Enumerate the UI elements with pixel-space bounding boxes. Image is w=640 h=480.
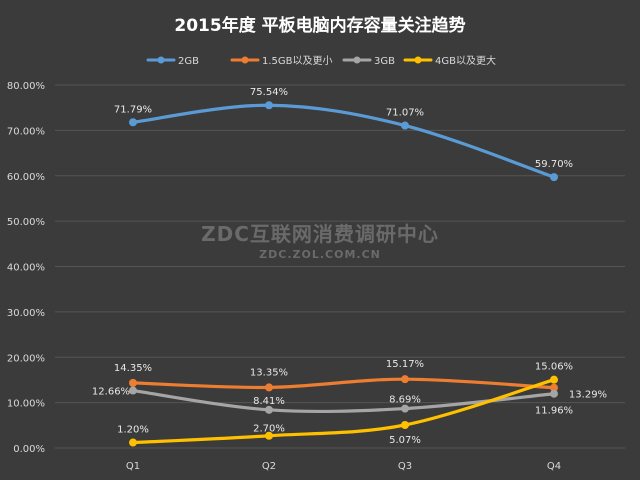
data-point xyxy=(265,383,273,392)
data-label: 59.70% xyxy=(535,159,573,170)
y-tick-label: 30.00% xyxy=(7,308,45,319)
data-point xyxy=(550,173,558,182)
legend-label: 4GB以及更大 xyxy=(435,54,496,67)
x-tick-label: Q4 xyxy=(547,461,561,472)
y-tick-label: 80.00% xyxy=(7,81,45,92)
data-label: 15.17% xyxy=(386,359,424,370)
data-label: 15.06% xyxy=(535,362,573,373)
data-point xyxy=(129,118,137,127)
data-point xyxy=(401,121,409,130)
watermark-title: ZDC互联网消费调研中心 xyxy=(201,222,439,246)
legend-marker xyxy=(157,56,165,64)
y-tick-label: 0.00% xyxy=(13,444,45,455)
data-label: 11.96% xyxy=(535,406,573,417)
data-point xyxy=(129,386,137,395)
x-tick-label: Q3 xyxy=(398,461,412,472)
data-label: 13.35% xyxy=(250,367,288,378)
x-tick-label: Q1 xyxy=(126,461,140,472)
y-tick-label: 50.00% xyxy=(7,217,45,228)
series-line xyxy=(131,378,556,445)
data-label: 71.79% xyxy=(114,104,152,115)
data-label: 13.29% xyxy=(569,390,607,401)
watermark-url: ZDC.ZOL.COM.CN xyxy=(259,248,381,261)
legend-label: 1.5GB以及更小 xyxy=(262,55,333,67)
data-label: 12.66% xyxy=(92,387,130,398)
legend-label: 2GB xyxy=(178,56,199,67)
legend-marker xyxy=(353,56,361,64)
data-label: 8.69% xyxy=(389,395,421,406)
y-tick-label: 60.00% xyxy=(7,172,45,183)
data-point xyxy=(265,405,273,414)
data-point xyxy=(401,375,409,384)
data-label: 1.20% xyxy=(117,425,149,436)
data-point xyxy=(129,438,137,447)
data-label: 5.07% xyxy=(389,435,421,446)
y-tick-label: 40.00% xyxy=(7,263,45,274)
data-point xyxy=(265,101,273,110)
data-label: 8.41% xyxy=(253,396,285,407)
data-point xyxy=(550,383,558,392)
legend-label: 3GB xyxy=(374,56,395,67)
y-tick-label: 70.00% xyxy=(7,126,45,137)
y-tick-label: 10.00% xyxy=(7,399,45,410)
x-tick-label: Q2 xyxy=(262,461,276,472)
data-label: 14.35% xyxy=(114,363,152,374)
data-point xyxy=(129,378,137,387)
data-point xyxy=(265,431,273,440)
data-point xyxy=(550,389,558,398)
data-label: 75.54% xyxy=(250,87,288,98)
data-label: 71.07% xyxy=(386,108,424,119)
data-label: 2.70% xyxy=(253,424,285,435)
y-tick-label: 20.00% xyxy=(7,353,45,364)
series-line xyxy=(131,377,556,390)
data-point xyxy=(401,404,409,413)
data-point xyxy=(550,375,558,384)
legend-marker xyxy=(414,56,422,64)
series-line xyxy=(131,103,556,179)
legend-marker xyxy=(241,56,249,64)
data-point xyxy=(401,420,409,429)
chart-title: 2015年度 平板电脑内存容量关注趋势 xyxy=(174,15,465,36)
